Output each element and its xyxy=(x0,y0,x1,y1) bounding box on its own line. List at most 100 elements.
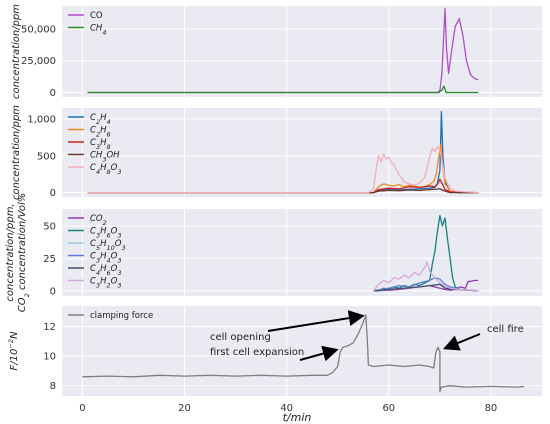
subscript: 4 xyxy=(96,269,100,277)
x-tick-label: 0 xyxy=(79,403,85,414)
text-part: C xyxy=(90,126,96,136)
text-part: H xyxy=(100,252,107,262)
subscript: 3 xyxy=(96,257,100,265)
y-tick-label: 12 xyxy=(43,322,56,333)
legend-label-CH4: CH4 xyxy=(90,24,106,37)
text-part: CO xyxy=(17,297,28,312)
subscript: 3 xyxy=(121,244,125,252)
annotation-label: first cell expansion xyxy=(210,347,304,358)
x-axis-label: t/min xyxy=(283,411,312,424)
subscript: 8 xyxy=(106,143,110,151)
text-part: H xyxy=(100,113,107,123)
y-tick-label: 500 xyxy=(37,151,56,162)
subscript: 2 xyxy=(96,118,100,126)
subscript: 3 xyxy=(96,282,100,290)
subscript: 2 xyxy=(96,131,100,139)
plot-area-p2 xyxy=(62,108,542,197)
series-line-C3H8 xyxy=(87,178,479,194)
series-line-CH4 xyxy=(87,85,479,94)
text-part: OH xyxy=(106,151,120,161)
text-part: O xyxy=(111,163,118,173)
legend-label-C2H6: C2H6 xyxy=(90,126,111,139)
legend-label-C3H6O3: C3H6O3 xyxy=(90,227,121,240)
series-line-CO xyxy=(87,7,479,94)
legend-label-CO2: CO2 xyxy=(90,214,107,227)
subscript: 3 xyxy=(117,282,121,290)
subscript: 4 xyxy=(102,29,106,37)
subscript: 2 xyxy=(23,293,31,297)
text-part: O xyxy=(111,264,118,274)
y-tick-label: 1,000 xyxy=(27,115,56,126)
y-axis-label: concentration/ppm xyxy=(11,4,22,99)
text-part: H xyxy=(100,227,107,237)
legend-label-C4H8O3: C4H8O3 xyxy=(90,163,121,176)
text-part: H xyxy=(100,264,107,274)
text-part: C xyxy=(90,163,96,173)
text-part: H xyxy=(100,277,107,287)
subscript: 3 xyxy=(117,269,121,277)
x-tick-label: 80 xyxy=(485,403,498,414)
annotation-arrow xyxy=(267,310,365,332)
legend-label-CH3OH: CH3OH xyxy=(90,151,120,164)
text-part: O xyxy=(111,227,118,237)
subscript: 10 xyxy=(106,244,114,252)
y-tick-label: 50,000 xyxy=(21,24,56,35)
legend-label-CO: CO xyxy=(90,11,103,21)
subscript: 2 xyxy=(106,282,110,290)
text-part: C xyxy=(90,252,96,262)
legend-label-C4H6O3: C4H6O3 xyxy=(90,264,121,277)
subscript: 3 xyxy=(117,232,121,240)
plot-area-p1 xyxy=(62,6,542,97)
text-part: H xyxy=(100,163,107,173)
y-tick-label: 25,000 xyxy=(21,56,56,67)
text-part: C xyxy=(90,227,96,237)
subscript: 5 xyxy=(96,244,100,252)
subscript: 4 xyxy=(96,168,100,176)
text-part: CH xyxy=(90,24,103,34)
series-line-C4H8O3 xyxy=(87,146,479,194)
subscript: 3 xyxy=(117,168,121,176)
subscript: 4 xyxy=(106,257,110,265)
y-axis-label: concentration/ppm, xyxy=(5,203,16,301)
annotation-label: cell opening xyxy=(210,332,271,343)
text-part: C xyxy=(90,239,96,249)
subscript: 8 xyxy=(106,168,110,176)
x-tick-label: 20 xyxy=(178,403,191,414)
subscript: 4 xyxy=(106,118,110,126)
subscript: 3 xyxy=(96,143,100,151)
text-part: N xyxy=(9,331,20,339)
annotation-label: cell fire xyxy=(487,324,524,335)
text-part: C xyxy=(90,138,96,148)
y-tick-label: 25 xyxy=(43,254,56,265)
y-axis-label: F/10−2N xyxy=(7,331,20,370)
legend-label-C5H10O3: C5H10O3 xyxy=(90,239,126,252)
plot-area-p4 xyxy=(62,306,542,396)
y-tick-label: 50 xyxy=(43,221,56,232)
subscript: 2 xyxy=(103,219,107,227)
text-part: H xyxy=(100,239,107,249)
legend-label-C3H2O3: C3H2O3 xyxy=(90,277,121,290)
plot-area-p3 xyxy=(62,209,542,296)
subscript: 6 xyxy=(106,131,110,139)
text-part: concentration/Vol% xyxy=(17,193,28,293)
y-tick-label: 0 xyxy=(50,286,56,297)
text-part: C xyxy=(90,264,96,274)
subscript: 6 xyxy=(106,232,110,240)
text-part: O xyxy=(115,239,122,249)
annotation-arrow xyxy=(443,333,481,351)
annotation-arrow xyxy=(299,345,339,362)
legend-label-clamping force: clamping force xyxy=(90,311,153,321)
text-part: H xyxy=(100,126,107,136)
text-part: O xyxy=(111,252,118,262)
text-part: C xyxy=(90,277,96,287)
text-part: CO xyxy=(90,214,103,224)
x-tick-label: 60 xyxy=(382,403,395,414)
x-tick-label: 40 xyxy=(280,403,293,414)
subscript: 3 xyxy=(117,257,121,265)
legend-label-C3H8: C3H8 xyxy=(90,138,111,151)
subscript: 3 xyxy=(96,232,100,240)
y-axis-label: concentration/ppm xyxy=(11,105,22,200)
series-line-C3H4O3 xyxy=(373,277,479,292)
y-tick-label: 8 xyxy=(50,381,56,392)
